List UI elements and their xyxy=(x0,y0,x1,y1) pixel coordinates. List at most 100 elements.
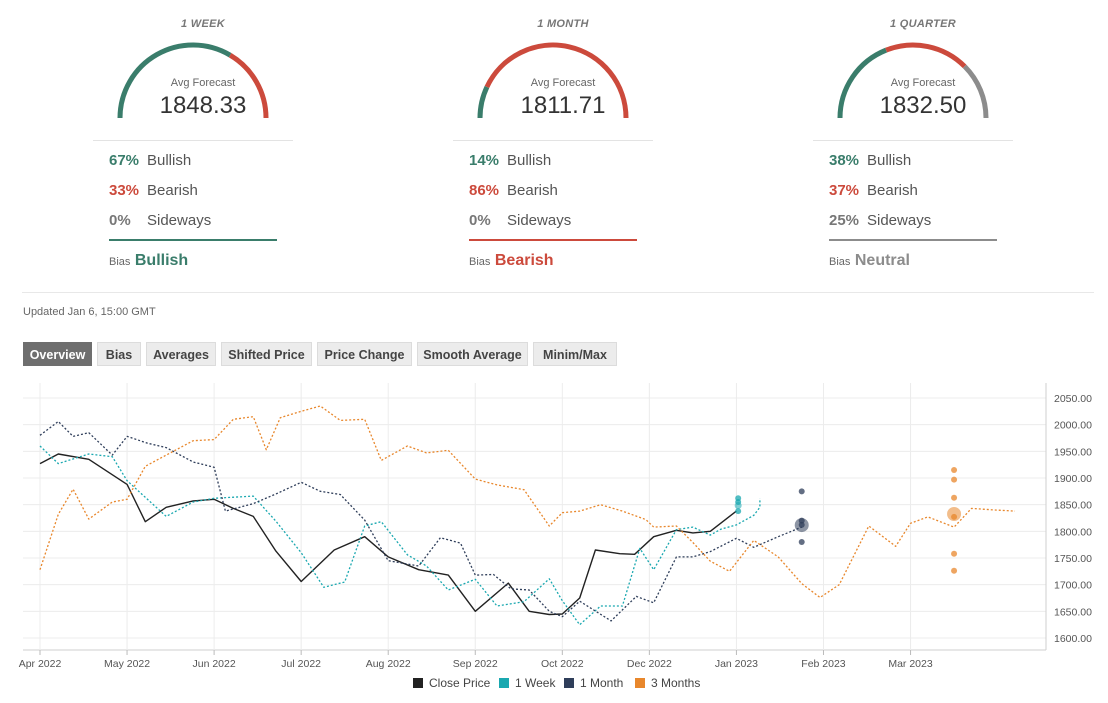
legend-item-1-week[interactable]: 1 Week xyxy=(499,676,555,690)
avg-forecast-value: 1848.33 xyxy=(159,92,247,119)
bias-underline xyxy=(109,239,277,241)
legend-swatch xyxy=(564,678,574,688)
tab-price-change[interactable]: Price Change xyxy=(317,342,412,366)
bullish-stat: 67% Bullish xyxy=(109,152,191,169)
y-tick-label: 1600.00 xyxy=(1054,633,1092,645)
sideways-label: Sideways xyxy=(147,212,212,229)
bias-row: Bias Bearish xyxy=(469,252,554,270)
bullish-label: Bullish xyxy=(867,152,912,169)
x-tick-label: Mar 2023 xyxy=(888,658,933,670)
bias-label: Bias xyxy=(829,256,851,268)
bullish-percent: 14% xyxy=(469,152,500,169)
gauge-arc-bullish xyxy=(837,47,888,119)
bullish-stat: 14% Bullish xyxy=(469,152,551,169)
bias-underline xyxy=(469,239,637,241)
x-tick-label: Dec 2022 xyxy=(627,658,672,670)
sideways-stat: 25% Sideways xyxy=(829,212,931,229)
bearish-stat: 37% Bearish xyxy=(829,182,918,199)
tab-smooth-average[interactable]: Smooth Average xyxy=(417,342,528,366)
legend-label: 1 Week xyxy=(515,676,556,690)
gauge-arc-bullish xyxy=(117,42,232,119)
updated-timestamp: Updated Jan 6, 15:00 GMT xyxy=(23,306,156,318)
sideways-stat: 0% Sideways xyxy=(469,212,571,229)
forecast-dot-1-month-average xyxy=(794,518,809,533)
x-tick-label: Jul 2022 xyxy=(281,658,321,670)
x-tick-label: Aug 2022 xyxy=(366,658,411,670)
x-tick-label: Sep 2022 xyxy=(453,658,498,670)
tab-averages[interactable]: Averages xyxy=(146,342,216,366)
legend-label: Close Price xyxy=(429,676,491,690)
bias-underline xyxy=(829,239,997,241)
x-tick-label: Jun 2022 xyxy=(192,658,235,670)
y-tick-label: 1850.00 xyxy=(1054,500,1092,512)
avg-forecast-value: 1811.71 xyxy=(520,92,606,119)
forecast-gauge xyxy=(477,42,629,119)
bias-value: Neutral xyxy=(854,252,910,269)
bullish-percent: 38% xyxy=(829,152,860,169)
sideways-stat: 0% Sideways xyxy=(109,212,211,229)
tab-bias[interactable]: Bias xyxy=(97,342,141,366)
forecast-dot-1-month xyxy=(798,539,805,545)
gauge-arc-bearish xyxy=(885,42,967,69)
legend-label: 3 Months xyxy=(651,676,701,690)
bearish-label: Bearish xyxy=(507,182,558,199)
sideways-percent: 0% xyxy=(469,212,491,229)
bias-row: Bias Bullish xyxy=(109,252,188,270)
bias-label: Bias xyxy=(469,256,491,268)
gauge-arc-bearish xyxy=(228,53,269,119)
avg-forecast-value: 1832.50 xyxy=(879,92,967,119)
bearish-percent: 33% xyxy=(109,182,140,199)
forecast-line-chart: 1600.00 1650.00 1700.00 1750.00 1800.00 1850.… xyxy=(19,383,1092,670)
bullish-stat: 38% Bullish xyxy=(829,152,911,169)
x-tick-label: Jan 2023 xyxy=(715,658,758,670)
legend-label: 1 Month xyxy=(580,676,624,690)
sideways-label: Sideways xyxy=(507,212,572,229)
forecast-dot-3-months xyxy=(951,494,958,501)
gauge-period-title: 1 QUARTER xyxy=(889,18,957,30)
bearish-label: Bearish xyxy=(147,182,198,199)
legend-swatch xyxy=(499,678,509,688)
forecast-gauge xyxy=(837,42,989,119)
bearish-stat: 33% Bearish xyxy=(109,182,198,199)
sideways-percent: 25% xyxy=(829,212,860,229)
bullish-percent: 67% xyxy=(109,152,140,169)
forecast-gauge xyxy=(117,42,269,119)
series-line-3-months xyxy=(39,405,1016,599)
forecast-dot-3-months-average xyxy=(947,507,962,521)
forecast-dot-1-week xyxy=(735,508,742,515)
divider xyxy=(813,140,1013,141)
y-tick-label: 1650.00 xyxy=(1054,606,1092,618)
y-tick-label: 1700.00 xyxy=(1054,580,1092,592)
gauge-arc-bullish xyxy=(477,85,490,119)
legend-item-3-months[interactable]: 3 Months xyxy=(635,676,700,690)
bias-label: Bias xyxy=(109,256,131,268)
x-tick-label: Apr 2022 xyxy=(19,658,62,670)
gauge-caption: Avg Forecast xyxy=(170,77,236,89)
y-tick-label: 2050.00 xyxy=(1054,393,1092,405)
tab-shifted-price[interactable]: Shifted Price xyxy=(221,342,312,366)
bias-value: Bullish xyxy=(134,252,189,269)
forecast-dot-3-months xyxy=(951,567,958,574)
y-tick-label: 2000.00 xyxy=(1054,420,1092,432)
x-tick-label: Oct 2022 xyxy=(541,658,584,670)
bearish-stat: 86% Bearish xyxy=(469,182,558,199)
tab-minim-max[interactable]: Minim/Max xyxy=(533,342,617,366)
bearish-percent: 37% xyxy=(829,182,860,199)
forecast-dot-1-month xyxy=(798,488,805,495)
legend-item-1-month[interactable]: 1 Month xyxy=(564,676,623,690)
gauge-card-month: 1 MONTH Avg Forecast 1811.71 14% Bullish … xyxy=(453,0,673,290)
series-line-1-month xyxy=(39,420,802,622)
x-tick-label: Feb 2023 xyxy=(801,658,846,670)
gauge-caption: Avg Forecast xyxy=(530,77,596,89)
sideways-label: Sideways xyxy=(867,212,932,229)
legend-swatch xyxy=(635,678,645,688)
tab-overview[interactable]: Overview xyxy=(23,342,92,366)
gauge-period-title: 1 MONTH xyxy=(537,18,589,30)
y-tick-label: 1900.00 xyxy=(1054,473,1092,485)
gauge-card-quarter: 1 QUARTER Avg Forecast 1832.50 38% Bullis… xyxy=(813,0,1033,290)
y-tick-label: 1800.00 xyxy=(1054,526,1092,538)
legend-item-close-price[interactable]: Close Price xyxy=(413,676,490,690)
y-tick-label: 1750.00 xyxy=(1054,553,1092,565)
gauge-period-title: 1 WEEK xyxy=(181,18,225,30)
section-divider xyxy=(22,292,1094,293)
